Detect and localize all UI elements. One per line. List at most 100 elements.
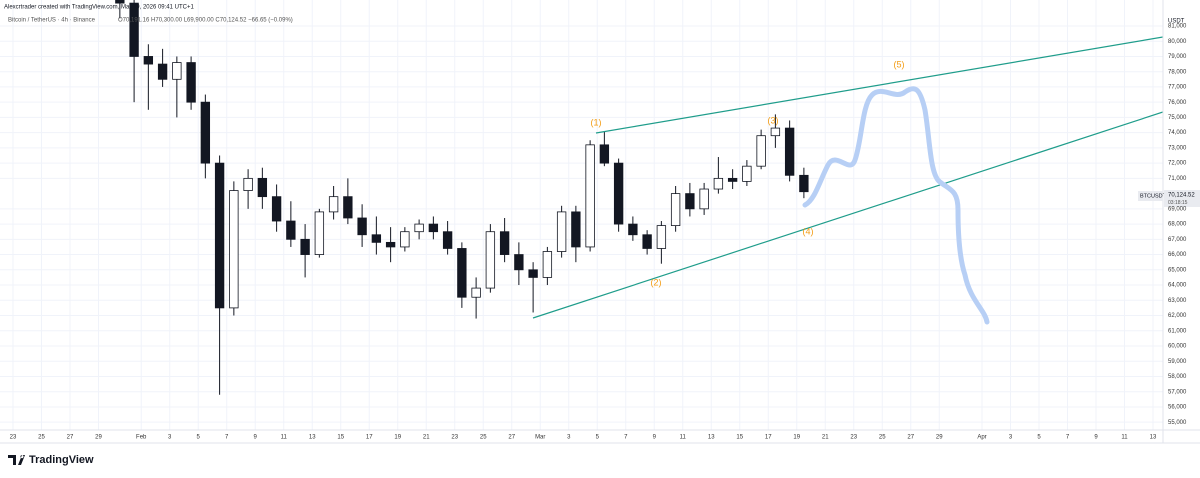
x-tick-label: 11 <box>1121 435 1128 441</box>
candle-body <box>499 231 510 255</box>
x-tick-label: 19 <box>793 435 800 441</box>
candle-body <box>271 196 282 222</box>
candle-body <box>243 177 253 191</box>
candle-body <box>585 144 595 248</box>
candle-body <box>556 211 567 252</box>
candle-body <box>385 241 396 248</box>
y-tick-label: 56,000 <box>1168 405 1187 411</box>
candle-body <box>257 177 268 198</box>
x-tick-label: 11 <box>281 435 288 441</box>
x-tick-label: 7 <box>225 435 229 441</box>
candle-body <box>713 177 724 190</box>
candle-body <box>172 62 182 80</box>
candle-body <box>428 223 439 233</box>
candle-body <box>613 162 624 225</box>
forecast-path <box>802 86 990 325</box>
candle-body <box>229 190 239 309</box>
symbol-line: Bitcoin / TetherUS · 4h · Binance <box>8 18 96 24</box>
candle-body <box>143 56 154 65</box>
candle-body <box>371 234 382 243</box>
author-line: Alexcrtrader created with TradingView.co… <box>4 5 194 11</box>
candle-body <box>343 196 353 219</box>
x-tick-label: 13 <box>309 435 316 441</box>
grid-layer <box>0 0 1163 430</box>
y-tick-label: 66,000 <box>1168 252 1187 258</box>
candle-body <box>571 211 581 248</box>
drawings <box>532 36 1163 325</box>
candle-body <box>514 254 524 271</box>
y-tick-label: 65,000 <box>1168 267 1187 273</box>
y-tick-label: 62,000 <box>1168 313 1187 319</box>
candle-body <box>685 193 695 210</box>
y-tick-label: 80,000 <box>1168 39 1187 45</box>
wave-label: (5) <box>894 59 905 69</box>
y-tick-label: 55,000 <box>1168 420 1187 426</box>
countdown: 03:18:15 <box>1168 200 1188 206</box>
candle-body <box>400 231 410 248</box>
brand-logo <box>8 455 25 465</box>
candle-body <box>642 234 652 249</box>
x-tick-label: 17 <box>765 435 772 441</box>
wave-label: (3) <box>768 115 779 125</box>
y-tick-label: 64,000 <box>1168 283 1187 289</box>
candles-layer <box>115 0 809 395</box>
candle-body <box>129 2 139 57</box>
y-tick-label: 72,000 <box>1168 161 1187 167</box>
x-tick-label: 29 <box>95 435 102 441</box>
y-tick-label: 60,000 <box>1168 344 1187 350</box>
y-tick-label: 78,000 <box>1168 69 1187 75</box>
upper-trendline <box>595 36 1163 134</box>
candle-body <box>300 238 310 255</box>
y-tick-label: 76,000 <box>1168 100 1187 106</box>
x-tick-label: 9 <box>653 435 657 441</box>
x-tick-label: 17 <box>366 435 373 441</box>
candle-body <box>742 165 752 182</box>
ohlc-line: O70,191.16 H70,300.00 L69,900.00 C70,124… <box>118 18 293 24</box>
candle-body <box>442 231 453 249</box>
x-tick-label: Feb <box>136 435 147 441</box>
candle-body <box>670 193 681 227</box>
price-tag-bg <box>1164 190 1200 207</box>
y-tick-label: 58,000 <box>1168 374 1187 380</box>
x-tick-label: 29 <box>936 435 943 441</box>
x-tick-label: 3 <box>168 435 172 441</box>
x-tick-label: 3 <box>1009 435 1013 441</box>
x-tick-label: 27 <box>508 435 515 441</box>
candle-body <box>699 188 709 210</box>
x-tick-label: 25 <box>480 435 487 441</box>
candle-body <box>770 127 781 137</box>
x-tick-label: 13 <box>1150 435 1157 441</box>
candle-body <box>200 101 211 164</box>
candle-body <box>599 144 610 164</box>
y-tick-label: 81,000 <box>1168 24 1187 30</box>
x-tick-label: 15 <box>337 435 344 441</box>
y-tick-label: 73,000 <box>1168 145 1187 151</box>
candle-body <box>756 135 766 167</box>
candle-body <box>286 220 296 240</box>
currency-label: USDT <box>1168 19 1185 25</box>
y-tick-label: 68,000 <box>1168 222 1187 228</box>
x-tick-label: 27 <box>67 435 74 441</box>
x-tick-label: 25 <box>879 435 886 441</box>
candle-body <box>328 196 339 213</box>
candle-body <box>357 217 367 236</box>
symbol-tag-bg <box>1138 191 1163 201</box>
candle-body <box>457 248 467 298</box>
candle-body <box>656 225 667 249</box>
lower-trendline <box>532 111 1163 319</box>
x-tick-label: 19 <box>394 435 401 441</box>
candle-body <box>414 223 424 233</box>
x-tick-label: 23 <box>10 435 17 441</box>
x-tick-label: 21 <box>822 435 829 441</box>
candle-body <box>542 251 553 278</box>
candle-body <box>628 223 638 236</box>
x-tick-label: 5 <box>197 435 201 441</box>
x-tick-label: 9 <box>254 435 258 441</box>
candle-body <box>485 231 496 289</box>
y-tick-label: 74,000 <box>1168 130 1187 136</box>
price-tag: 70,124.52 <box>1168 193 1195 199</box>
x-tick-label: 7 <box>624 435 628 441</box>
candle-body <box>727 177 738 182</box>
